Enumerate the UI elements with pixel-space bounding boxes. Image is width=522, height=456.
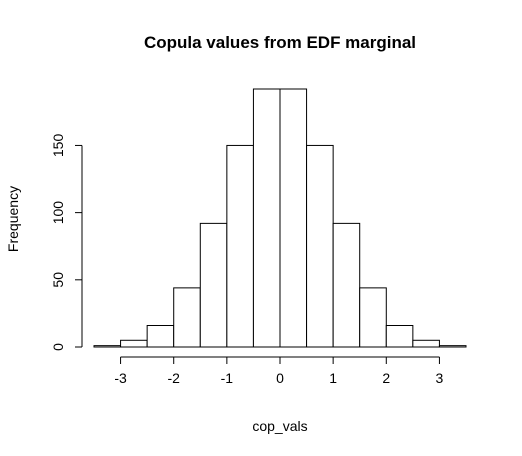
y-tick-label: 150 — [50, 134, 66, 158]
x-tick-label: 3 — [436, 370, 444, 386]
y-axis: 0 50 100 150 — [50, 134, 83, 351]
histogram-bar — [173, 287, 201, 348]
x-tick-label: -3 — [114, 370, 127, 386]
histogram-bar — [226, 144, 254, 348]
x-axis: -3 -2 -1 0 1 2 3 — [114, 356, 444, 386]
y-tick-label: 50 — [50, 272, 66, 288]
x-tick-label: 1 — [329, 370, 337, 386]
chart-title: Copula values from EDF marginal — [144, 33, 416, 52]
histogram-bar — [146, 325, 175, 348]
histogram-bar — [412, 339, 440, 348]
y-axis-label: Frequency — [5, 186, 21, 252]
x-tick-label: -1 — [221, 370, 234, 386]
histogram-bar — [279, 88, 308, 348]
histogram-bar — [359, 287, 387, 348]
histogram-bar — [332, 222, 361, 348]
bars-group — [93, 88, 467, 348]
histogram-bar — [199, 222, 228, 348]
x-tick-label: -2 — [167, 370, 180, 386]
histogram-bar — [120, 339, 148, 348]
y-tick-label: 0 — [50, 343, 66, 351]
histogram-bar — [306, 144, 334, 348]
x-axis-label: cop_vals — [252, 418, 307, 434]
x-tick-label: 2 — [382, 370, 390, 386]
histogram-bar — [438, 345, 467, 348]
histogram-bar — [252, 88, 281, 348]
y-tick-label: 100 — [50, 201, 66, 225]
histogram-bar — [385, 325, 414, 348]
x-tick-label: 0 — [276, 370, 284, 386]
histogram-bar — [93, 345, 122, 348]
